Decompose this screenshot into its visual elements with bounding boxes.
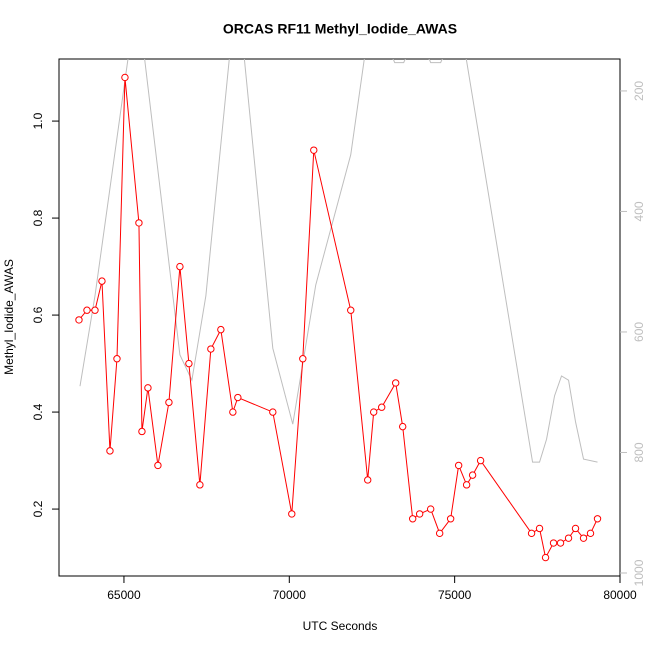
y-tick-label: 0.4 [31,403,45,420]
data-point [454,461,463,470]
data-point [83,306,91,314]
x-tick-label: 65000 [107,588,141,602]
data-point [299,355,307,363]
data-point [593,515,602,523]
data-point [398,422,407,431]
x-tick-label: 80000 [603,588,637,602]
data-point [408,515,417,523]
data-point [446,515,455,523]
data-point [234,393,242,402]
data-point [144,384,152,392]
data-point [462,481,471,489]
y2-tick-label: 800 [632,442,646,462]
data-point [106,447,114,455]
data-point [207,345,215,353]
data-point [196,481,204,489]
data-point [586,529,595,538]
data-point [571,524,580,533]
series-line [79,59,598,463]
y-tick-label: 0.6 [31,306,45,323]
plot-frame [58,58,621,577]
series-line [78,77,598,560]
plot-area [75,59,602,562]
x-tick-label: 70000 [273,588,307,602]
data-point [98,277,106,285]
data-point [185,359,193,368]
data-point [75,316,83,324]
data-point [369,408,378,416]
data-point [435,529,444,538]
data-point [564,534,573,542]
data-point [535,524,544,533]
data-point [288,510,296,518]
x-axis-label: UTC Seconds [303,619,378,633]
y-tick-label: 0.8 [31,209,45,226]
data-point [135,219,143,227]
data-point [541,553,550,562]
data-point [310,146,318,154]
data-point [426,505,435,513]
data-point [229,408,237,416]
data-point [476,456,485,465]
y-axis-label: Methyl_Iodide_AWAS [2,259,16,375]
data-point [113,355,121,363]
data-point [377,403,386,411]
chart-title: ORCAS RF11 Methyl_Iodide_AWAS [223,21,457,37]
data-point [347,306,355,314]
x-tick-label: 75000 [438,588,472,602]
y-tick-label: 1.0 [31,112,45,129]
data-point [391,379,400,387]
data-point [217,325,225,334]
data-point [269,408,277,416]
y2-tick-label: 600 [632,322,646,342]
data-point [165,398,173,407]
y2-tick-label: 400 [632,201,646,221]
data-point [176,262,184,271]
data-point [579,534,588,542]
data-point [556,539,565,547]
data-point [121,73,129,82]
data-point [154,461,162,470]
data-point [468,471,477,479]
data-point [527,529,536,538]
data-point [364,476,372,484]
y2-tick-label: 1000 [632,559,646,586]
y2-tick-label: 200 [632,81,646,101]
data-point [415,510,424,518]
data-point [91,306,99,314]
y-tick-label: 0.2 [31,500,45,517]
data-point [138,427,146,436]
data-point [549,539,558,547]
